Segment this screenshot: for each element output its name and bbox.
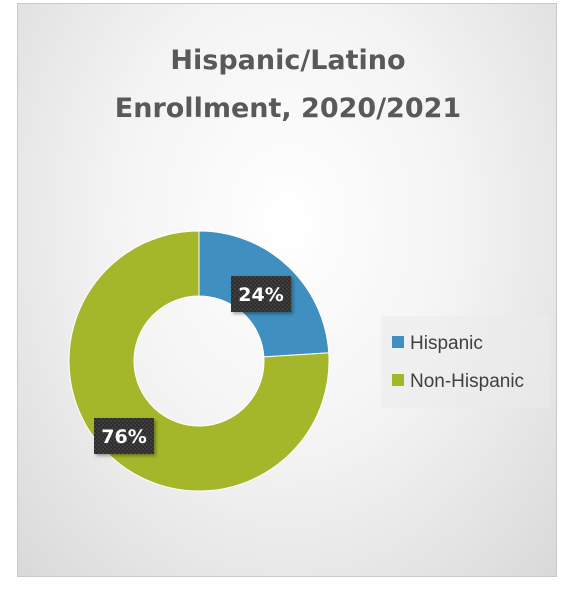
data-label-hispanic: 24% bbox=[231, 276, 291, 312]
chart-title: Hispanic/Latino Enrollment, 2020/2021 bbox=[18, 37, 558, 133]
legend-item-non-hispanic: Non-Hispanic bbox=[392, 370, 524, 394]
legend-swatch-hispanic bbox=[392, 335, 404, 348]
legend-swatch-non-hispanic bbox=[392, 373, 404, 386]
legend-label-non-hispanic: Non-Hispanic bbox=[410, 371, 525, 392]
doughnut-chart: 24% 76% bbox=[68, 230, 330, 492]
data-label-text: 76% bbox=[101, 426, 146, 448]
legend-item-hispanic: Hispanic bbox=[392, 332, 483, 356]
chart-title-line-2: Enrollment, 2020/2021 bbox=[114, 93, 462, 124]
data-label-non-hispanic: 76% bbox=[94, 418, 154, 454]
chart-area: Hispanic/Latino Enrollment, 2020/2021 24… bbox=[17, 3, 557, 577]
chart-legend: Hispanic Non-Hispanic bbox=[381, 316, 551, 408]
data-label-box bbox=[231, 276, 291, 312]
legend-label-hispanic: Hispanic bbox=[410, 333, 483, 354]
data-label-box bbox=[94, 418, 154, 454]
chart-title-line-1: Hispanic/Latino bbox=[170, 45, 406, 76]
data-label-text: 24% bbox=[238, 284, 283, 306]
